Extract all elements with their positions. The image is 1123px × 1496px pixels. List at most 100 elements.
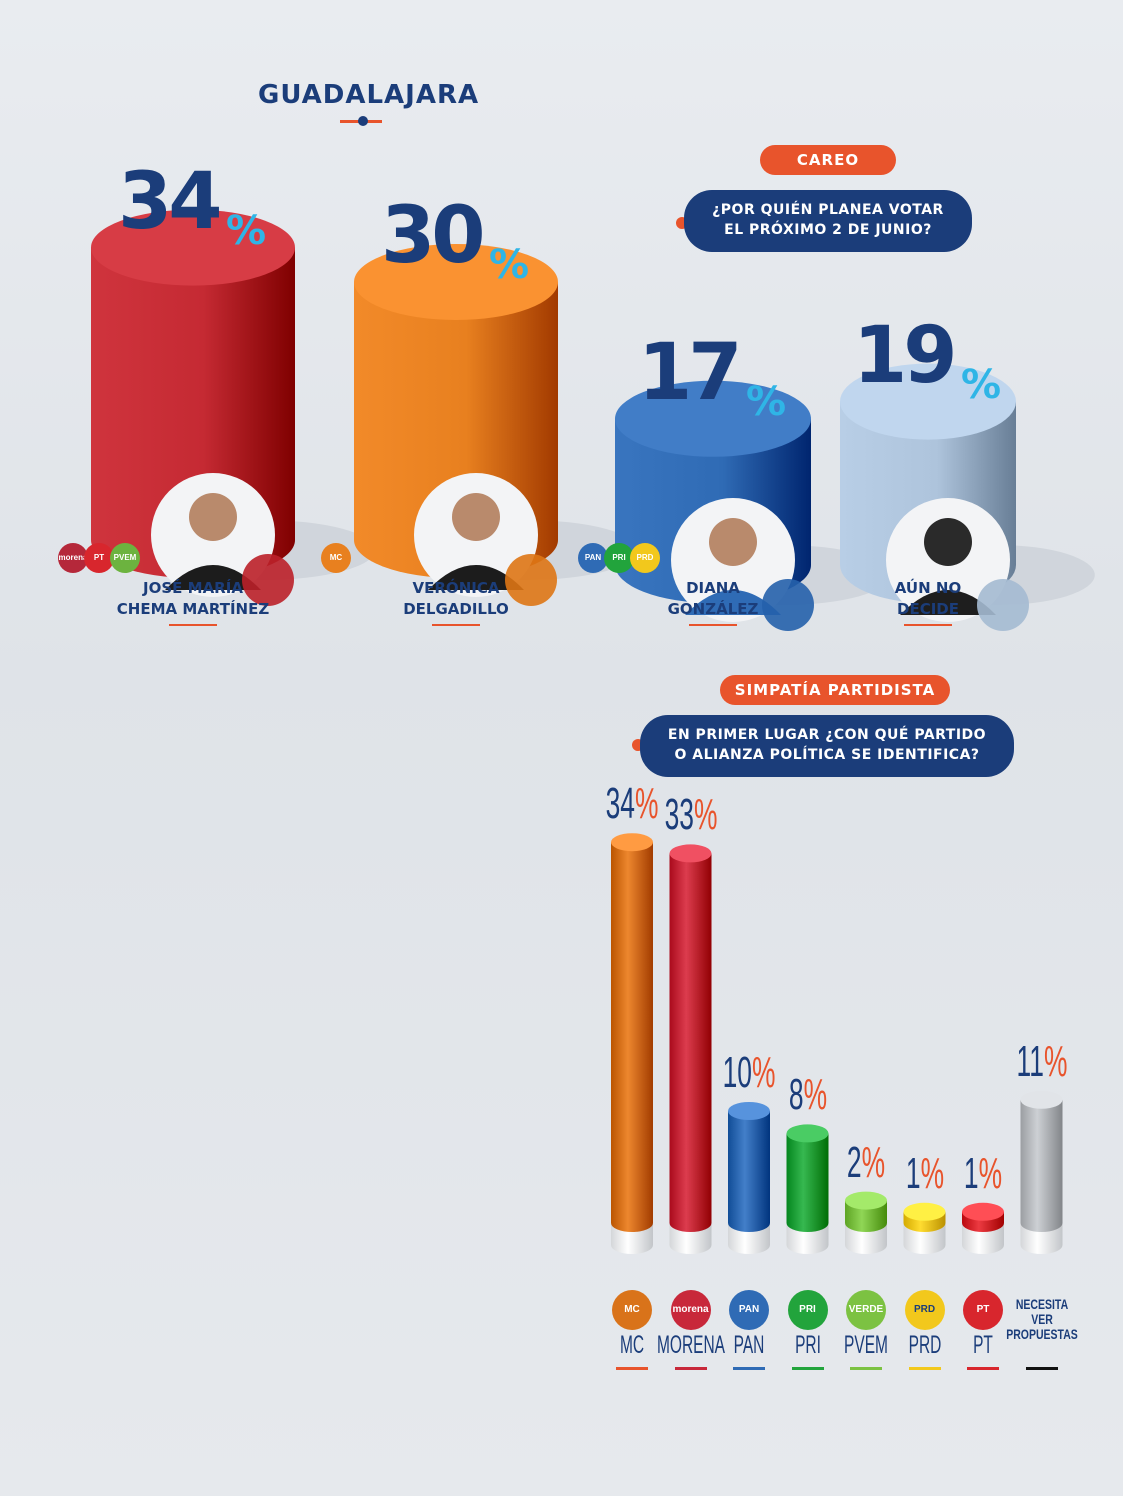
bar-category-underline bbox=[908, 1367, 941, 1370]
bar-value-percent-sign: % bbox=[1043, 1036, 1067, 1086]
bar-category-label-line: PT bbox=[973, 1331, 993, 1359]
bar-body bbox=[1020, 1099, 1063, 1232]
bar-category-label: PT bbox=[946, 1333, 1020, 1358]
bar-value-number: 8 bbox=[788, 1070, 804, 1120]
candidate-name-line: JOSÉ MARÍA bbox=[143, 579, 243, 597]
bar-value-label: 10% bbox=[719, 1051, 779, 1095]
bar-category-label: PAN bbox=[712, 1333, 786, 1358]
bar-category-label-line: MORENA bbox=[656, 1331, 725, 1359]
candidate-name-line: DECIDE bbox=[897, 600, 959, 618]
bar-value-label: 2% bbox=[836, 1137, 896, 1187]
bar-category-label-line: PAN bbox=[733, 1331, 765, 1359]
bar-value-label: 33% bbox=[661, 793, 721, 837]
bar-value-number: 34 bbox=[605, 779, 635, 829]
candidate-name: VERÓNICA DELGADILLO bbox=[371, 578, 541, 620]
bar-value-label: 11% bbox=[1012, 1036, 1072, 1086]
candidate-pct-value: 17 bbox=[638, 327, 743, 418]
bar-value-percent-sign: % bbox=[861, 1137, 886, 1187]
party-logo-mc: MC bbox=[321, 543, 351, 573]
bar-value-number: 11 bbox=[1016, 1036, 1044, 1086]
bar-value-percent-sign: % bbox=[803, 1070, 827, 1120]
candidate-name-line: DELGADILLO bbox=[403, 600, 509, 618]
cylinder-top bbox=[354, 244, 558, 320]
simpatia-question-line1: EN PRIMER LUGAR ¿CON QUÉ PARTIDO bbox=[667, 727, 987, 743]
candidate-name-line: DIANA bbox=[686, 579, 740, 597]
party-logo-pvem: PVEM bbox=[110, 543, 140, 573]
party-logo-pan: PAN bbox=[578, 543, 608, 573]
party-logo-pt: PT bbox=[84, 543, 114, 573]
candidate-photo-body bbox=[165, 565, 261, 590]
candidate-name-underline bbox=[689, 624, 737, 626]
party-logo-pan: PAN bbox=[729, 1290, 769, 1330]
bar-category-label: PRI bbox=[770, 1333, 844, 1358]
bar-category-label-line: MC bbox=[619, 1331, 645, 1359]
bar-value-label: 8% bbox=[778, 1073, 838, 1117]
party-logo-pri: PRI bbox=[787, 1290, 828, 1330]
bar-body bbox=[669, 853, 712, 1232]
careo-question-line1: ¿POR QUIÉN PLANEA VOTAR bbox=[712, 202, 944, 218]
title-dot bbox=[358, 116, 368, 126]
bar-top bbox=[728, 1102, 770, 1120]
party-logo-prd: PRD bbox=[630, 543, 660, 573]
cylinder-top bbox=[91, 209, 295, 286]
bar-body bbox=[845, 1200, 887, 1232]
candidate-photo-head bbox=[924, 518, 972, 566]
careo-question-line2: EL PRÓXIMO 2 DE JUNIO? bbox=[724, 222, 932, 238]
bar-category-label-line: PRI bbox=[794, 1331, 821, 1359]
candidate-name: AÚN NO DECIDE bbox=[843, 578, 1013, 620]
cylinder-top bbox=[615, 380, 811, 457]
candidate-pct-value: 19 bbox=[853, 310, 958, 401]
party-logo-pri: PRI bbox=[604, 543, 634, 573]
bar-value-label: 1% bbox=[953, 1148, 1013, 1198]
candidate-pct-value: 34 bbox=[118, 156, 223, 247]
bar-category-label: NECESITA VER PROPUESTAS bbox=[997, 1297, 1087, 1342]
party-logo-pt: PT bbox=[963, 1290, 1003, 1330]
candidate-photo-accent bbox=[977, 579, 1029, 631]
careo-question: ¿POR QUIÉN PLANEA VOTAR EL PRÓXIMO 2 DE … bbox=[684, 190, 972, 252]
simpatia-question: EN PRIMER LUGAR ¿CON QUÉ PARTIDO O ALIAN… bbox=[640, 715, 1014, 777]
page-title: GUADALAJARA bbox=[258, 80, 480, 110]
bar-body bbox=[611, 842, 653, 1232]
bar-value-number: 33 bbox=[664, 790, 694, 840]
candidate-pct-value: 30 bbox=[381, 191, 486, 281]
bar-category-label: PVEM bbox=[829, 1333, 903, 1358]
candidate-photo-head bbox=[189, 493, 237, 541]
bar-category-underline bbox=[791, 1367, 824, 1370]
bar-top bbox=[1020, 1090, 1063, 1109]
bar-body bbox=[728, 1111, 770, 1232]
careo-tag: CAREO bbox=[760, 145, 896, 175]
candidate-photo-head bbox=[452, 493, 500, 541]
cylinder-top bbox=[840, 363, 1016, 440]
candidate-name: JOSÉ MARÍA CHEMA MARTÍNEZ bbox=[108, 578, 278, 620]
candidate-pct-sign: % bbox=[961, 361, 1002, 408]
bar-value-label: 34% bbox=[602, 782, 662, 826]
bar-value-label: 1% bbox=[895, 1148, 955, 1198]
candidate-name-line: CHEMA MARTÍNEZ bbox=[116, 600, 270, 618]
candidate-pct-sign: % bbox=[489, 242, 530, 288]
candidate-name-underline bbox=[169, 624, 217, 626]
candidate-photo-accent bbox=[505, 554, 557, 606]
party-logo-morena: morena bbox=[58, 543, 88, 573]
bar-category-label-line: NECESITA bbox=[1015, 1296, 1068, 1312]
candidate-name-line: AÚN NO bbox=[894, 579, 962, 597]
bar-value-number: 10 bbox=[722, 1048, 752, 1097]
candidate-photo-head bbox=[709, 518, 757, 566]
bar-category-label: PRD bbox=[887, 1333, 961, 1358]
candidate-photo-body bbox=[900, 590, 996, 615]
bar-category-label-line: VER bbox=[1030, 1311, 1053, 1327]
bar-value-percent-sign: % bbox=[693, 790, 717, 840]
bar-category-underline bbox=[616, 1367, 648, 1370]
candidate-name-underline bbox=[904, 624, 952, 626]
bar-category-underline bbox=[850, 1367, 882, 1370]
bar-top bbox=[962, 1202, 1004, 1221]
bar-category-underline bbox=[674, 1367, 707, 1370]
bar-value-number: 1 bbox=[905, 1148, 921, 1198]
candidate-pct-sign: % bbox=[226, 207, 267, 254]
bar-category-underline bbox=[967, 1367, 999, 1370]
party-logo-prd: PRD bbox=[904, 1290, 945, 1330]
simpatia-tag: SIMPATÍA PARTIDISTA bbox=[720, 675, 950, 705]
bar-value-number: 1 bbox=[963, 1148, 979, 1198]
bar-category-underline bbox=[1025, 1367, 1058, 1370]
